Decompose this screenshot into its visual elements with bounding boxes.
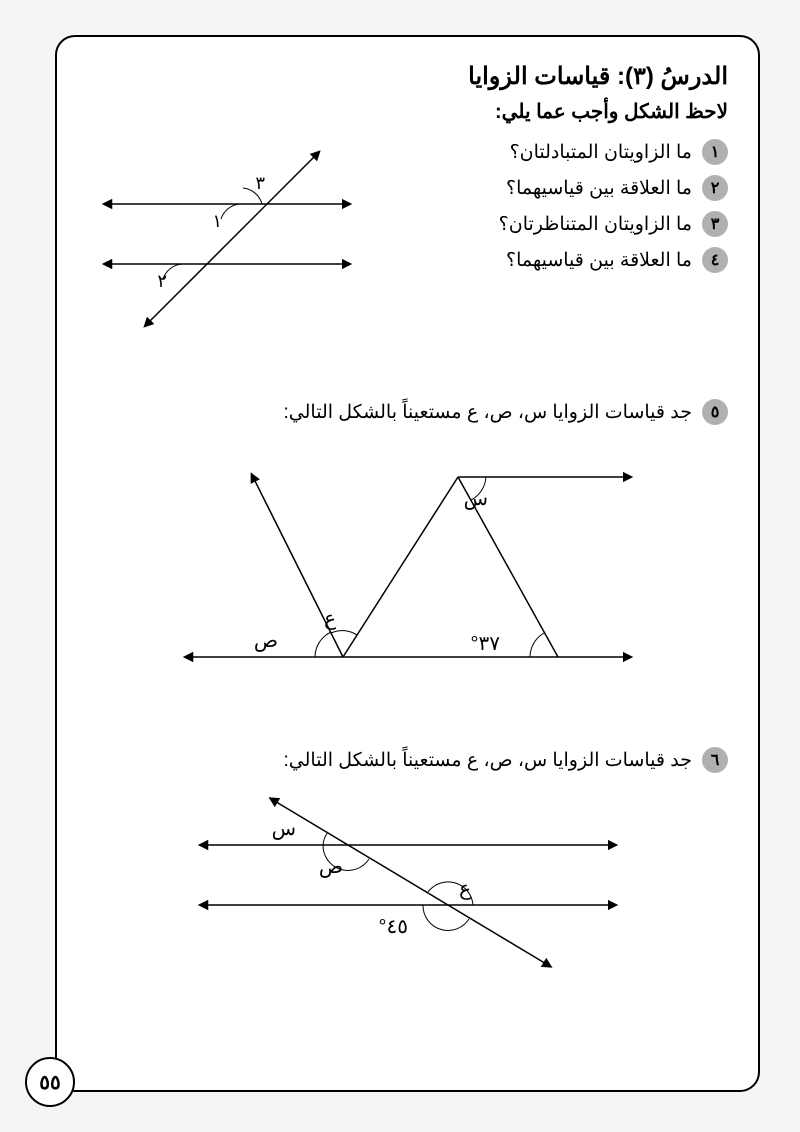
badge-6: ٦ [702, 747, 728, 773]
d3-label-ain: ع [459, 878, 471, 900]
badge-4: ٤ [702, 247, 728, 273]
diagram-1: ٣ ١ ٢ [87, 139, 367, 339]
d3-label-s: س [271, 818, 295, 840]
question-5: ٥ جد قياسات الزوايا س، ص، ع مستعيناً بال… [87, 399, 728, 427]
diagram-2-wrap: س ٣٧° ع ص [87, 437, 728, 697]
section-2: ٥ جد قياسات الزوايا س، ص، ع مستعيناً بال… [87, 399, 728, 697]
diagram-3: س ص ع ٤٥° [178, 785, 638, 985]
question-6: ٦ جد قياسات الزوايا س، ص، ع مستعيناً بال… [87, 747, 728, 775]
diagram-3-wrap: س ص ع ٤٥° [87, 785, 728, 985]
q2-text: ما العلاقة بين قياسيهما؟ [506, 175, 692, 203]
d2-label-37: ٣٧° [470, 633, 500, 655]
section-1: ١ ما الزاويتان المتبادلتان؟ ٢ ما العلاقة… [87, 139, 728, 339]
lesson-title: الدرسُ (٣): قياسات الزوايا [87, 62, 728, 91]
page-number: ٥٥ [25, 1057, 75, 1107]
d2-label-s: س [463, 488, 487, 510]
question-4: ٤ ما العلاقة بين قياسيهما؟ [387, 247, 728, 275]
question-2: ٢ ما العلاقة بين قياسيهما؟ [387, 175, 728, 203]
q4-text: ما العلاقة بين قياسيهما؟ [506, 247, 692, 275]
question-3: ٣ ما الزاويتان المتناظرتان؟ [387, 211, 728, 239]
diagram-2: س ٣٧° ع ص [168, 437, 648, 697]
section-3: ٦ جد قياسات الزوايا س، ص، ع مستعيناً بال… [87, 747, 728, 985]
d1-label-2: ٢ [157, 271, 167, 291]
badge-1: ١ [702, 139, 728, 165]
d2-label-ain: ع [324, 608, 336, 630]
badge-2: ٢ [702, 175, 728, 201]
q3-text: ما الزاويتان المتناظرتان؟ [499, 211, 692, 239]
diagram-1-col: ٣ ١ ٢ [87, 139, 367, 339]
badge-5: ٥ [702, 399, 728, 425]
d1-label-1: ١ [212, 211, 222, 231]
page-frame: الدرسُ (٣): قياسات الزوايا لاحظ الشكل وأ… [55, 35, 760, 1092]
lesson-subtitle: لاحظ الشكل وأجب عما يلي: [87, 99, 728, 124]
d3-label-45: ٤٥° [378, 916, 407, 938]
question-1: ١ ما الزاويتان المتبادلتان؟ [387, 139, 728, 167]
q5-text: جد قياسات الزوايا س، ص، ع مستعيناً بالشك… [284, 399, 692, 427]
badge-3: ٣ [702, 211, 728, 237]
d2-label-sad: ص [253, 630, 277, 652]
q6-text: جد قياسات الزوايا س، ص، ع مستعيناً بالشك… [284, 747, 692, 775]
q1-text: ما الزاويتان المتبادلتان؟ [510, 139, 692, 167]
d3-label-sad: ص [318, 856, 342, 878]
questions-column: ١ ما الزاويتان المتبادلتان؟ ٢ ما العلاقة… [387, 139, 728, 339]
d1-label-3: ٣ [255, 173, 265, 193]
